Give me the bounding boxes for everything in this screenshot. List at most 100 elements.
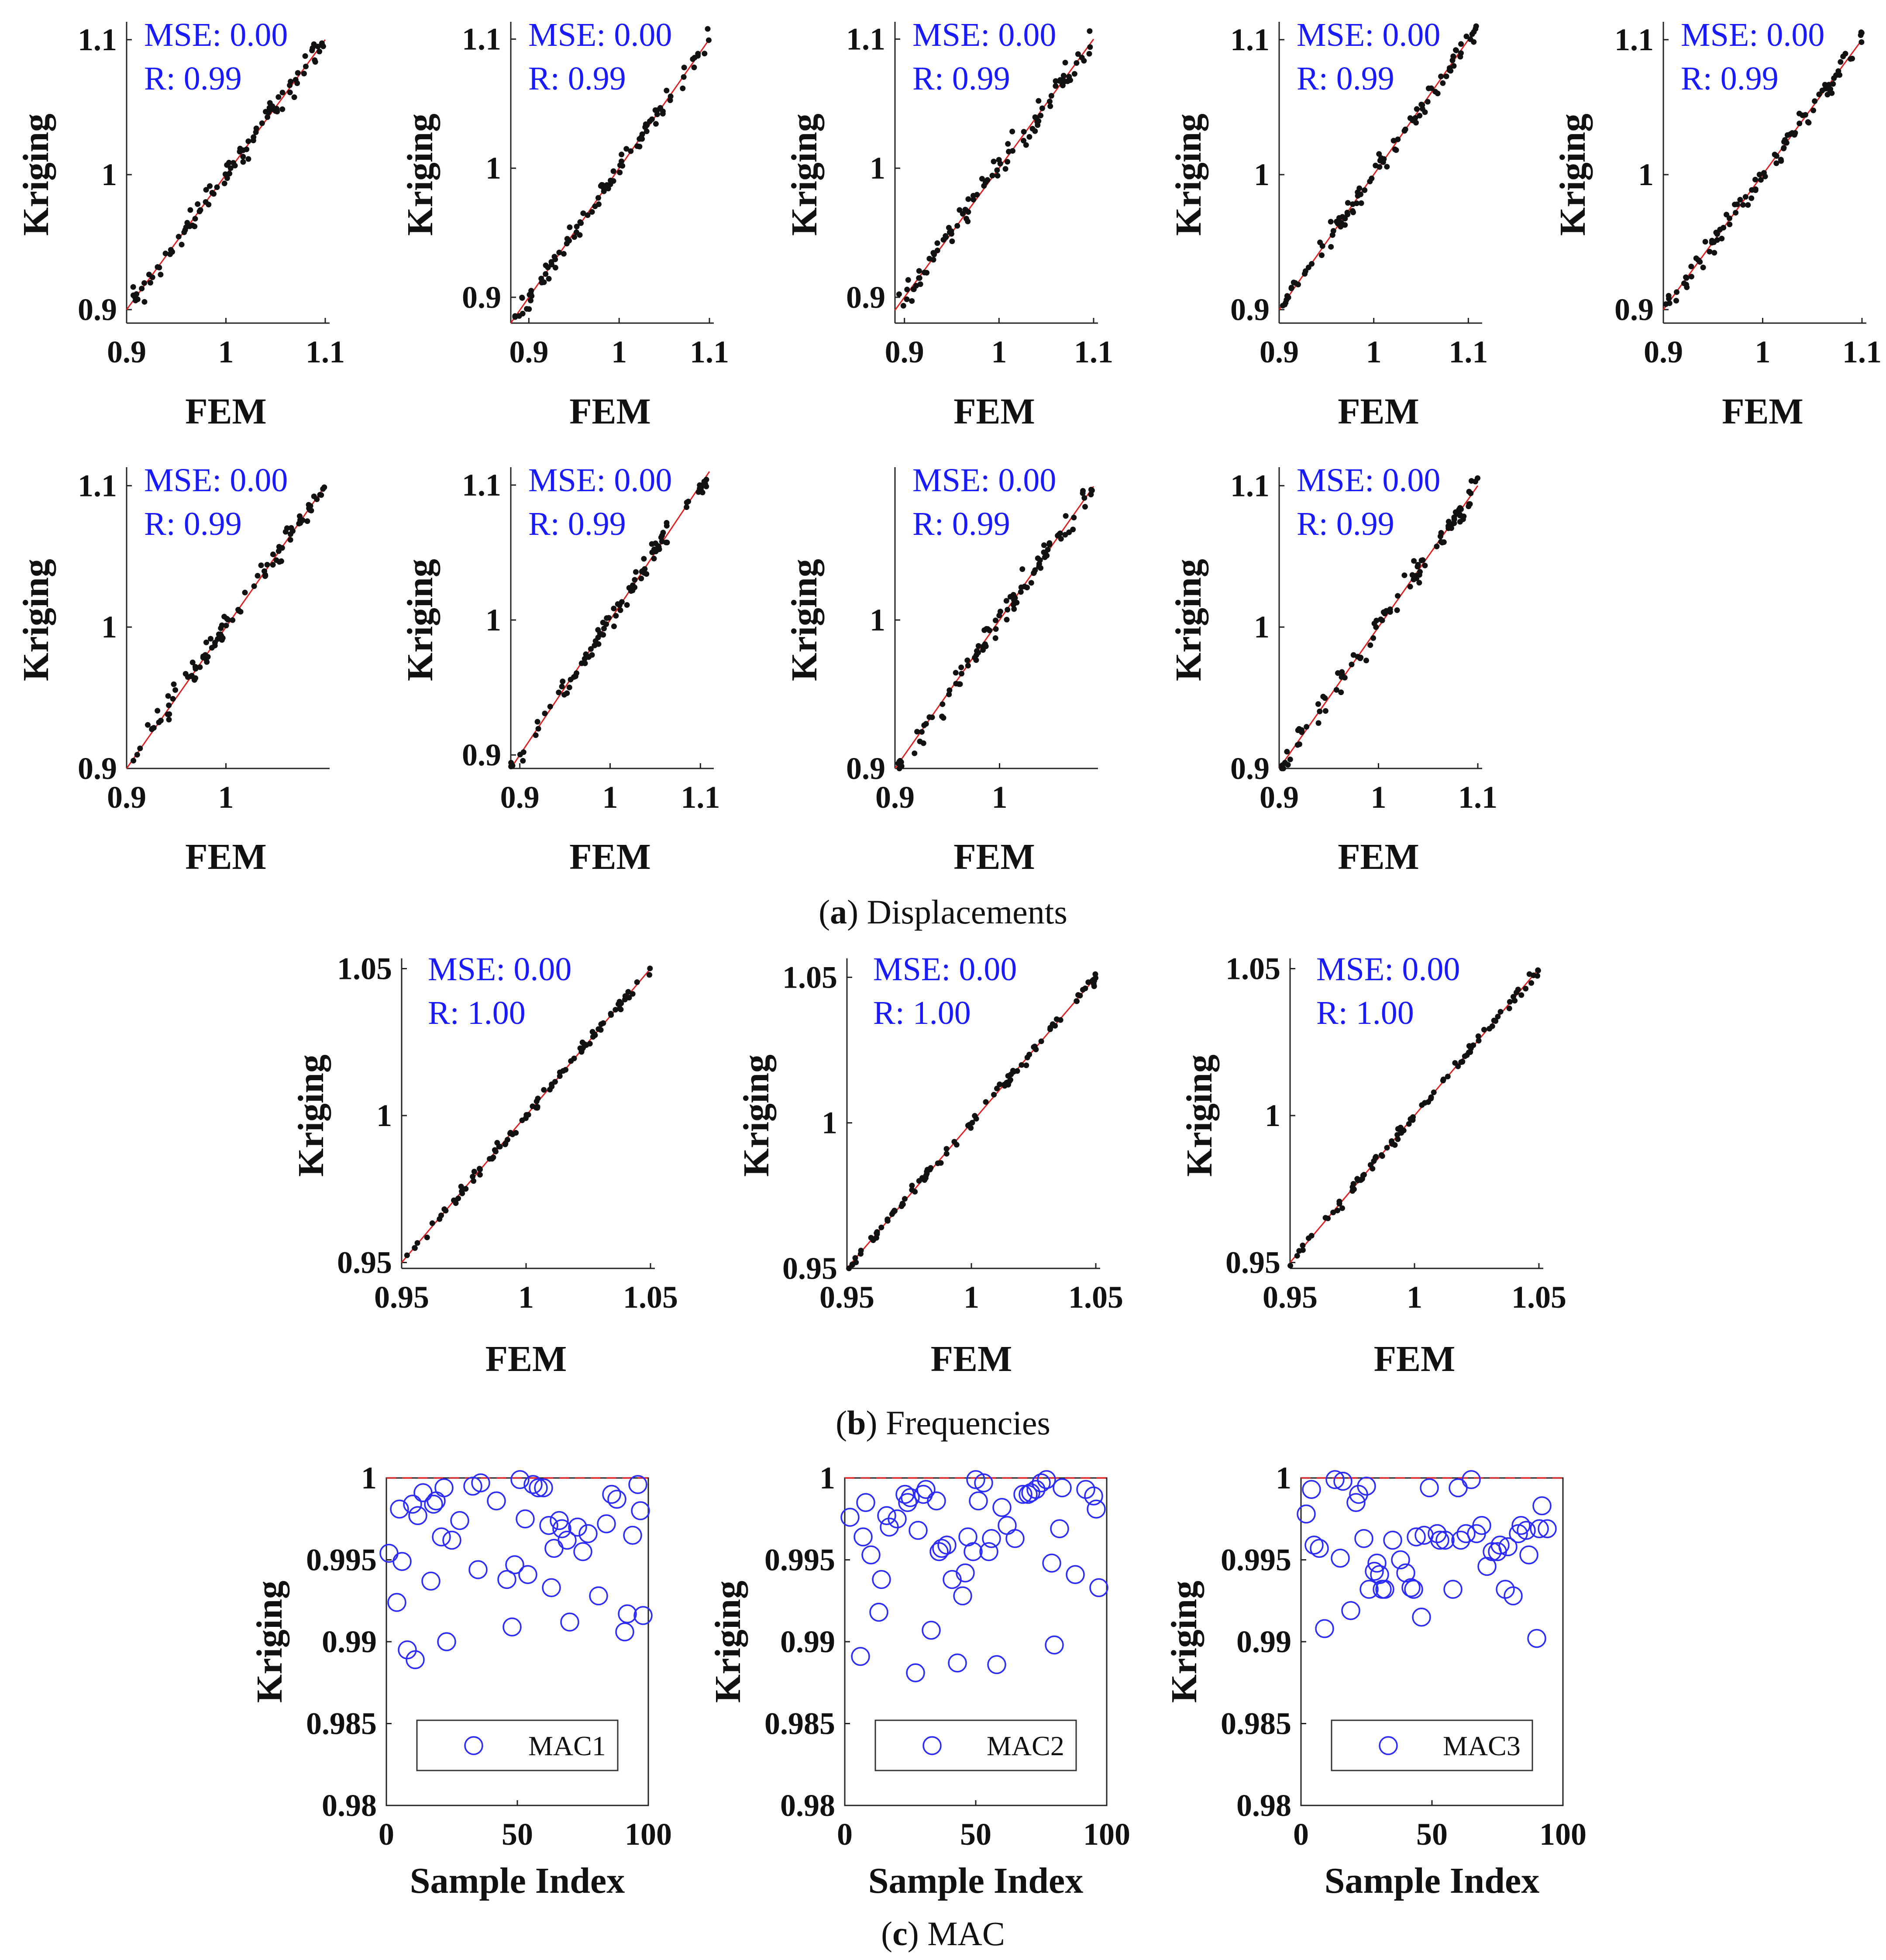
data-point	[1443, 73, 1449, 79]
y-tick-label: 1	[1638, 157, 1654, 192]
y-tick-label: 0.9	[1230, 751, 1270, 786]
data-point	[914, 1485, 933, 1504]
data-point	[641, 556, 647, 562]
data-point	[647, 965, 653, 971]
y-tick-label: 1.1	[78, 468, 117, 503]
data-point	[846, 1265, 852, 1271]
data-point	[1458, 50, 1464, 56]
data-point	[1367, 642, 1373, 648]
data-point	[413, 1483, 433, 1502]
data-point	[1391, 1550, 1410, 1570]
data-point	[1041, 542, 1047, 548]
data-point	[1367, 179, 1373, 185]
data-point	[1338, 689, 1344, 696]
x-tick-label: 0.9	[107, 780, 146, 815]
data-point	[317, 492, 323, 498]
data-point	[1796, 110, 1802, 117]
data-point	[314, 496, 320, 503]
data-point	[623, 146, 630, 152]
data-point	[1398, 1128, 1404, 1134]
data-point	[1032, 1044, 1038, 1050]
data-point	[1304, 724, 1310, 730]
data-point	[1519, 1545, 1538, 1564]
data-point	[543, 271, 549, 277]
data-point	[1019, 566, 1026, 572]
data-point	[1285, 294, 1291, 300]
data-point	[1300, 1242, 1306, 1248]
data-point	[896, 765, 902, 772]
x-tick-label: 1	[991, 780, 1007, 815]
data-point	[516, 1509, 535, 1529]
data-point	[840, 1508, 860, 1527]
data-point	[919, 729, 925, 735]
data-point	[287, 531, 293, 537]
r-label: R: 0.99	[528, 506, 626, 542]
data-point	[504, 1137, 510, 1143]
data-point	[953, 670, 959, 676]
data-point	[600, 1020, 606, 1026]
data-point	[1045, 547, 1051, 553]
data-point	[904, 286, 910, 293]
data-point	[994, 167, 1000, 173]
data-point	[462, 1186, 468, 1192]
data-point	[1428, 85, 1434, 91]
data-point	[1681, 280, 1687, 286]
data-point	[598, 183, 604, 189]
data-point	[279, 106, 286, 112]
data-point	[534, 719, 540, 725]
data-point	[1810, 107, 1817, 114]
data-point	[656, 546, 662, 552]
data-point	[1373, 1154, 1379, 1160]
y-tick-label: 0.98	[322, 1788, 377, 1823]
data-point	[1411, 558, 1417, 564]
data-point	[1395, 136, 1401, 142]
data-point	[1011, 606, 1017, 612]
data-point	[1004, 1079, 1010, 1085]
data-point	[625, 989, 631, 995]
data-point	[577, 1045, 583, 1051]
data-point	[513, 1130, 519, 1136]
data-point	[450, 1511, 469, 1530]
y-tick-label: 1.05	[1225, 951, 1280, 986]
x-axis-label: FEM	[1338, 391, 1419, 432]
x-axis-label: Sample Index	[410, 1860, 625, 1901]
data-point	[1345, 200, 1351, 206]
data-point	[1838, 59, 1844, 65]
x-tick-label: 0.9	[885, 334, 924, 369]
data-point	[1438, 530, 1444, 536]
x-tick-label: 0.95	[1263, 1280, 1318, 1315]
data-point	[1538, 1519, 1557, 1538]
data-point	[615, 1622, 634, 1642]
data-point	[179, 241, 185, 248]
data-point	[856, 1493, 875, 1512]
data-point	[1713, 230, 1719, 236]
y-tick-label: 0.9	[78, 292, 117, 327]
legend-marker	[1379, 1736, 1398, 1755]
x-axis-label: Sample Index	[868, 1860, 1083, 1901]
data-point	[972, 1113, 978, 1119]
data-point	[291, 94, 297, 100]
data-point	[970, 193, 976, 199]
data-point	[630, 991, 636, 997]
data-point	[587, 1040, 593, 1047]
data-point	[1013, 1485, 1032, 1504]
data-point	[471, 1168, 477, 1175]
data-point	[972, 654, 978, 661]
data-point	[235, 606, 241, 613]
data-point	[245, 138, 251, 145]
data-point	[1673, 289, 1680, 295]
data-point	[634, 143, 640, 149]
data-point	[276, 544, 282, 550]
data-point	[557, 1073, 563, 1079]
data-point	[619, 152, 625, 158]
data-point	[1517, 1521, 1536, 1540]
data-point	[618, 1006, 624, 1013]
data-point	[639, 568, 645, 575]
data-point	[943, 1146, 950, 1152]
data-point	[541, 279, 547, 285]
data-point	[1294, 1253, 1300, 1259]
data-point	[1457, 513, 1463, 519]
data-point	[1378, 1152, 1384, 1158]
data-point	[1496, 1580, 1515, 1599]
data-point	[600, 632, 606, 638]
